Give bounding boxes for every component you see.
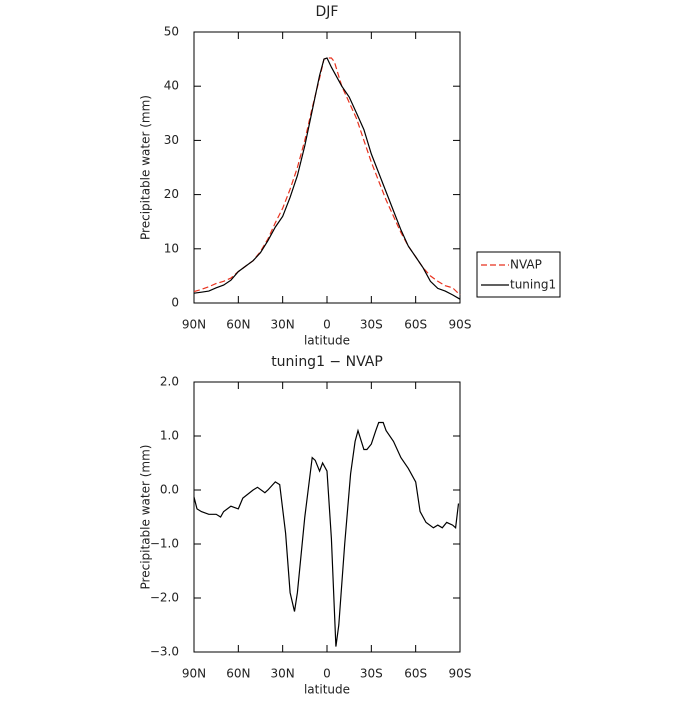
y-axis-label: Precipitable water (mm) [139,445,153,590]
legend-label: NVAP [510,258,542,272]
y-tick-label: −2.0 [150,591,179,605]
x-tick-label: 90S [449,667,472,681]
y-tick-label: 40 [164,79,179,93]
y-tick-label: 0.0 [160,483,179,497]
x-tick-label: 30S [360,318,383,332]
chart-title: DJF [316,4,339,20]
x-tick-label: 90S [449,318,472,332]
y-tick-label: 20 [164,187,179,201]
y-tick-label: −3.0 [150,645,179,659]
y-tick-label: 30 [164,133,179,147]
y-tick-label: −1.0 [150,537,179,551]
x-tick-label: 30S [360,667,383,681]
x-tick-label: 60N [226,318,250,332]
y-axis-label: Precipitable water (mm) [139,95,153,240]
y-tick-label: 50 [164,25,179,39]
y-tick-label: 2.0 [160,375,179,389]
y-tick-label: 0 [171,296,179,310]
x-tick-label: 60N [226,667,250,681]
x-tick-label: 60S [404,318,427,332]
legend-label: tuning1 [510,278,556,292]
data-line [193,57,461,296]
y-tick-label: 1.0 [160,429,179,443]
x-axis-label: latitude [304,683,350,697]
data-line [193,421,460,647]
x-tick-label: 60S [404,667,427,681]
plot-frame [193,381,461,653]
legend-box [476,251,561,298]
x-axis-label: latitude [304,334,350,348]
y-tick-label: 10 [164,241,179,255]
data-line [193,57,461,300]
x-tick-label: 30N [271,667,295,681]
chart-title: tuning1 − NVAP [271,354,383,370]
x-tick-label: 90N [182,667,206,681]
x-tick-label: 0 [323,667,331,681]
x-tick-label: 30N [271,318,295,332]
x-tick-label: 90N [182,318,206,332]
x-tick-label: 0 [323,318,331,332]
